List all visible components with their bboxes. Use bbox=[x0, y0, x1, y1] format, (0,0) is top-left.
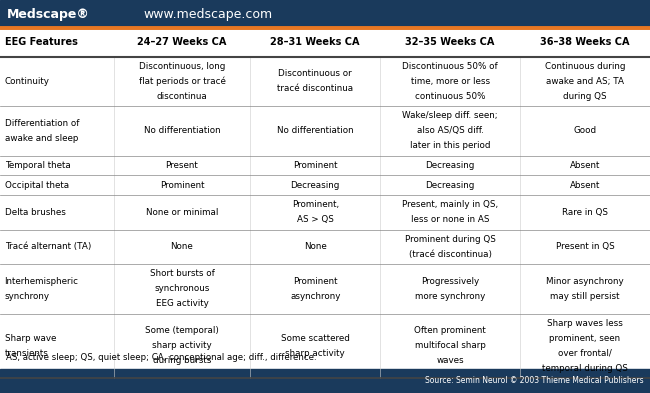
Text: Sharp waves less: Sharp waves less bbox=[547, 319, 623, 328]
Text: EEG Features: EEG Features bbox=[5, 37, 77, 48]
Text: asynchrony: asynchrony bbox=[290, 292, 341, 301]
Text: Interhemispheric: Interhemispheric bbox=[5, 277, 79, 286]
Text: over frontal/: over frontal/ bbox=[558, 349, 612, 358]
Text: time, more or less: time, more or less bbox=[411, 77, 489, 86]
Text: synchronous: synchronous bbox=[154, 285, 210, 293]
Text: Present in QS: Present in QS bbox=[556, 242, 614, 251]
Text: Short bursts of: Short bursts of bbox=[150, 270, 214, 278]
Text: Progressively: Progressively bbox=[421, 277, 479, 286]
Text: Absent: Absent bbox=[570, 161, 600, 170]
Text: Present, mainly in QS,: Present, mainly in QS, bbox=[402, 200, 498, 209]
Text: Decreasing: Decreasing bbox=[426, 161, 474, 170]
Text: Source: Semin Neurol © 2003 Thieme Medical Publishers: Source: Semin Neurol © 2003 Thieme Medic… bbox=[425, 376, 644, 385]
Text: during bursts: during bursts bbox=[153, 356, 211, 365]
Text: continuous 50%: continuous 50% bbox=[415, 92, 486, 101]
Text: tracé discontinua: tracé discontinua bbox=[277, 84, 354, 93]
Text: during QS: during QS bbox=[563, 92, 607, 101]
Text: also AS/QS diff.: also AS/QS diff. bbox=[417, 127, 484, 135]
Text: awake and AS; TA: awake and AS; TA bbox=[546, 77, 624, 86]
Text: None: None bbox=[304, 242, 326, 251]
Text: flat periods or tracé: flat periods or tracé bbox=[138, 77, 226, 86]
Text: Minor asynchrony: Minor asynchrony bbox=[546, 277, 624, 286]
Text: Decreasing: Decreasing bbox=[291, 181, 340, 189]
Text: No differentiation: No differentiation bbox=[144, 127, 220, 135]
Text: None: None bbox=[170, 242, 193, 251]
Text: Occipital theta: Occipital theta bbox=[5, 181, 69, 189]
Text: Present: Present bbox=[166, 161, 198, 170]
Text: Prominent during QS: Prominent during QS bbox=[405, 235, 495, 244]
Text: None or minimal: None or minimal bbox=[146, 208, 218, 217]
Text: Discontinuous, long: Discontinuous, long bbox=[139, 62, 225, 71]
Text: Prominent: Prominent bbox=[293, 277, 337, 286]
Text: 32–35 Weeks CA: 32–35 Weeks CA bbox=[406, 37, 495, 48]
Text: later in this period: later in this period bbox=[410, 141, 490, 150]
Text: EEG activity: EEG activity bbox=[155, 299, 209, 308]
Text: AS > QS: AS > QS bbox=[297, 215, 333, 224]
Text: (tracé discontinua): (tracé discontinua) bbox=[409, 250, 491, 259]
Text: Absent: Absent bbox=[570, 181, 600, 189]
Text: prominent, seen: prominent, seen bbox=[549, 334, 621, 343]
Text: sharp activity: sharp activity bbox=[285, 349, 345, 358]
Text: Delta brushes: Delta brushes bbox=[5, 208, 66, 217]
Text: Continuous during: Continuous during bbox=[545, 62, 625, 71]
Text: Some (temporal): Some (temporal) bbox=[145, 327, 219, 335]
Text: 36–38 Weeks CA: 36–38 Weeks CA bbox=[540, 37, 630, 48]
Text: Discontinuous or: Discontinuous or bbox=[278, 70, 352, 78]
Text: 24–27 Weeks CA: 24–27 Weeks CA bbox=[137, 37, 227, 48]
Text: Sharp wave: Sharp wave bbox=[5, 334, 56, 343]
Text: transients: transients bbox=[5, 349, 48, 358]
Text: temporal during QS: temporal during QS bbox=[542, 364, 628, 373]
Text: Continuity: Continuity bbox=[5, 77, 49, 86]
Text: waves: waves bbox=[436, 356, 464, 365]
Text: No differentiation: No differentiation bbox=[277, 127, 354, 135]
Text: less or none in AS: less or none in AS bbox=[411, 215, 489, 224]
Text: Some scattered: Some scattered bbox=[281, 334, 350, 343]
Text: more synchrony: more synchrony bbox=[415, 292, 486, 301]
Text: 28–31 Weeks CA: 28–31 Weeks CA bbox=[270, 37, 360, 48]
Text: Differentiation of: Differentiation of bbox=[5, 119, 79, 128]
Text: synchrony: synchrony bbox=[5, 292, 49, 301]
Text: Prominent: Prominent bbox=[293, 161, 337, 170]
Text: AS, active sleep; QS, quiet sleep; CA, conceptional age; diff., difference.: AS, active sleep; QS, quiet sleep; CA, c… bbox=[6, 353, 317, 362]
Text: Prominent,: Prominent, bbox=[292, 200, 339, 209]
Text: Temporal theta: Temporal theta bbox=[5, 161, 70, 170]
Text: Discontinuous 50% of: Discontinuous 50% of bbox=[402, 62, 498, 71]
Text: discontinua: discontinua bbox=[157, 92, 207, 101]
Text: Wake/sleep diff. seen;: Wake/sleep diff. seen; bbox=[402, 112, 498, 120]
Text: multifocal sharp: multifocal sharp bbox=[415, 342, 486, 350]
Bar bbox=[0, 0, 650, 28]
Text: Tracé alternant (TA): Tracé alternant (TA) bbox=[5, 242, 91, 251]
Text: awake and sleep: awake and sleep bbox=[5, 134, 78, 143]
Text: Decreasing: Decreasing bbox=[426, 181, 474, 189]
Text: sharp activity: sharp activity bbox=[152, 342, 212, 350]
Bar bbox=[0, 369, 650, 393]
Text: Rare in QS: Rare in QS bbox=[562, 208, 608, 217]
Text: Often prominent: Often prominent bbox=[414, 327, 486, 335]
Text: Prominent: Prominent bbox=[160, 181, 204, 189]
Text: may still persist: may still persist bbox=[551, 292, 619, 301]
Text: Good: Good bbox=[573, 127, 597, 135]
Text: Medscape®: Medscape® bbox=[6, 7, 90, 21]
Text: www.medscape.com: www.medscape.com bbox=[143, 7, 272, 21]
